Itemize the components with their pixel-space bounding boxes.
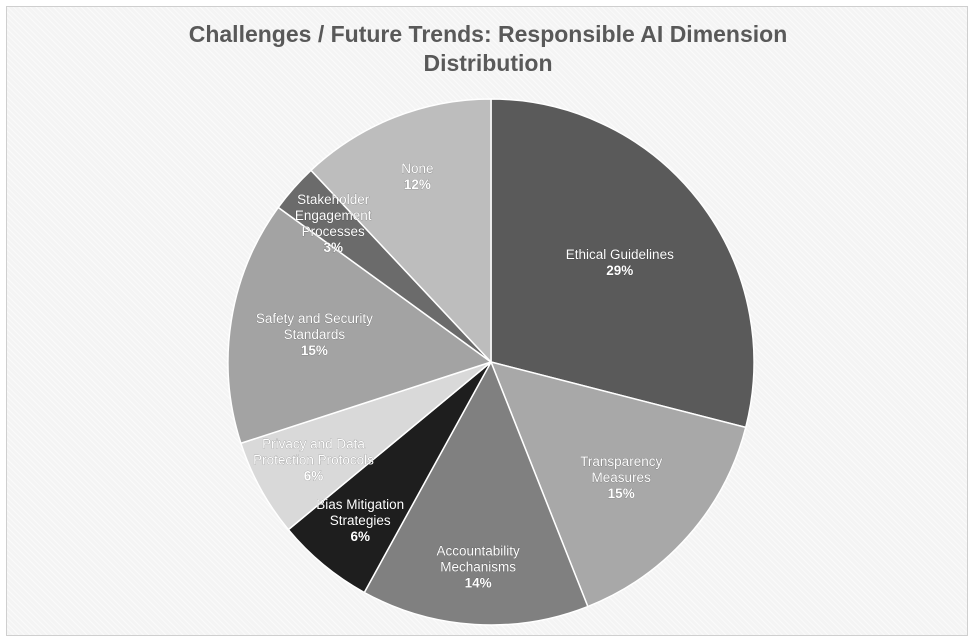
- slice-value-bias-mitigation-strategies: 6%: [350, 529, 370, 544]
- slice-value-privacy-and-data-protection-protocols: 6%: [304, 469, 324, 484]
- pie-slice-transparency-measures: [489, 360, 747, 608]
- slice-name-transparency-measures: Transparency: [580, 454, 662, 469]
- slice-name-accountability-mechanisms: Mechanisms: [440, 560, 516, 575]
- slice-value-none: 12%: [404, 177, 431, 192]
- slice-label-ethical-guidelines: Ethical Guidelines 29%: [566, 247, 674, 278]
- slice-label-bias-mitigation-strategies: Bias Mitigation Strategies 6%: [316, 497, 404, 544]
- slice-name-none: None: [401, 161, 433, 176]
- slice-value-accountability-mechanisms: 14%: [465, 576, 492, 591]
- pie-slice-ethical-guidelines: [490, 98, 755, 429]
- chart-title-line-2: Distribution: [423, 50, 553, 76]
- chart-title-line-1: Challenges / Future Trends: Responsible …: [188, 21, 788, 47]
- slice-name-safety-and-security-standards: Safety and Security: [256, 311, 373, 326]
- slice-label-privacy-and-data-protection-protocols: Privacy and Data Protection Protocols 6%: [253, 437, 374, 484]
- slice-name-transparency-measures: Measures: [592, 470, 652, 485]
- slice-name-stakeholder-engagement-processes: Stakeholder: [297, 192, 370, 207]
- pie-slice-none: [309, 98, 492, 364]
- slice-name-bias-mitigation-strategies: Strategies: [330, 513, 391, 528]
- slice-name-privacy-and-data-protection-protocols: Privacy and Data: [262, 437, 365, 452]
- slice-value-safety-and-security-standards: 15%: [301, 343, 328, 358]
- slice-value-transparency-measures: 15%: [608, 486, 635, 501]
- pie-slice-safety-and-security-standards: [227, 206, 493, 445]
- slice-name-accountability-mechanisms: Accountability: [436, 544, 520, 559]
- slice-name-stakeholder-engagement-processes: Processes: [302, 224, 365, 239]
- pie-slice-accountability-mechanisms: [363, 360, 589, 626]
- slice-value-ethical-guidelines: 29%: [606, 263, 633, 278]
- slice-name-ethical-guidelines: Ethical Guidelines: [566, 247, 674, 262]
- slice-name-bias-mitigation-strategies: Bias Mitigation: [316, 497, 404, 512]
- slice-value-stakeholder-engagement-processes: 3%: [323, 240, 343, 255]
- chart-title: Challenges / Future Trends: Responsible …: [0, 20, 976, 78]
- slice-name-safety-and-security-standards: Standards: [284, 327, 346, 342]
- slice-label-stakeholder-engagement-processes: Stakeholder Engagement Processes 3%: [295, 192, 372, 255]
- slice-name-privacy-and-data-protection-protocols: Protection Protocols: [253, 453, 374, 468]
- slice-label-transparency-measures: Transparency Measures 15%: [580, 454, 662, 501]
- slice-label-accountability-mechanisms: Accountability Mechanisms 14%: [436, 544, 520, 591]
- slice-label-none: None 12%: [401, 161, 433, 192]
- slice-label-safety-and-security-standards: Safety and Security Standards 15%: [256, 311, 373, 358]
- slice-name-stakeholder-engagement-processes: Engagement: [295, 208, 372, 223]
